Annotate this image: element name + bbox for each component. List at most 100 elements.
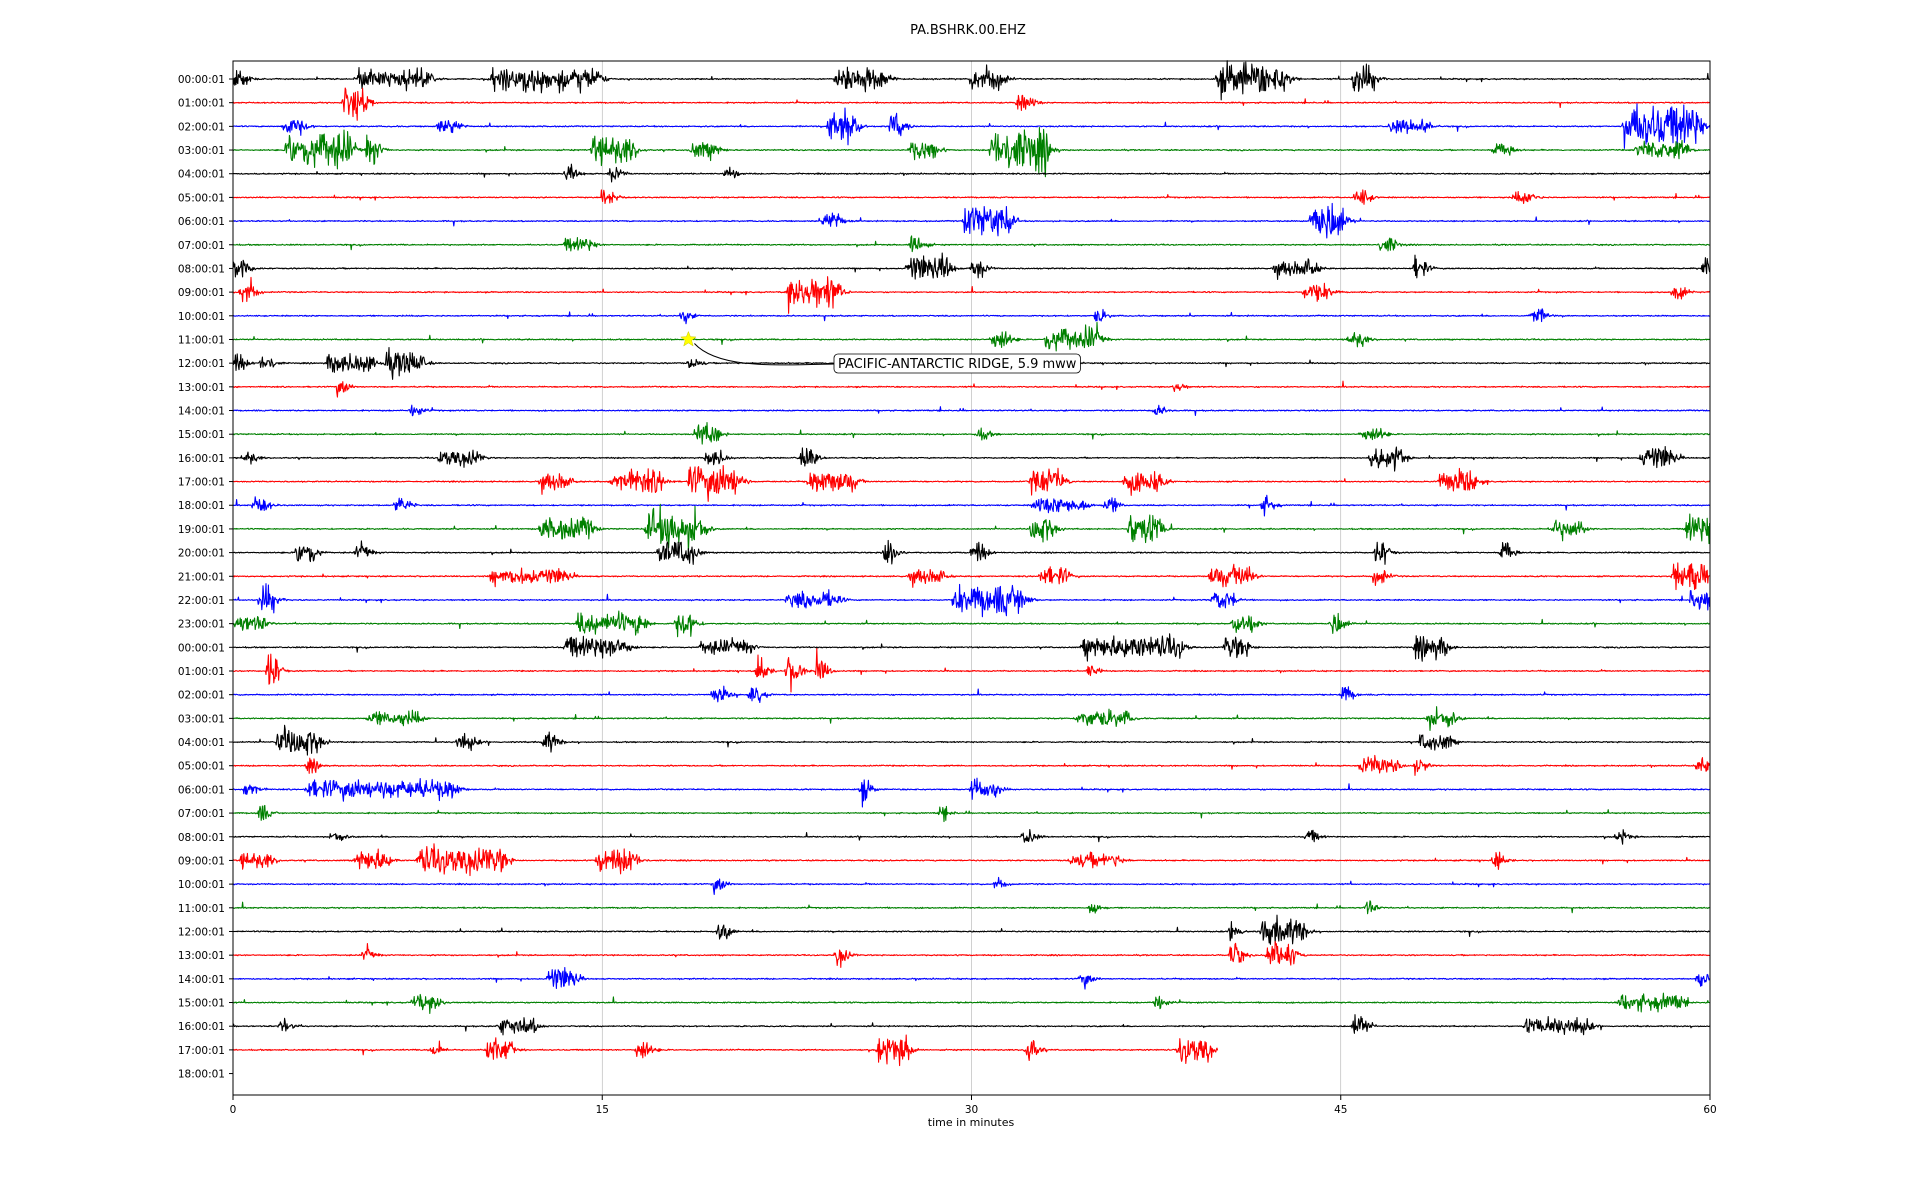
chart-title: PA.BSHRK.00.EHZ [910, 23, 1026, 38]
trace-line [232, 900, 1710, 915]
x-tick-label: 30 [965, 1104, 978, 1116]
row-time-label: 22:00:01 [178, 595, 225, 607]
x-axis-label: time in minutes [928, 1116, 1015, 1129]
trace-line [232, 539, 1710, 565]
trace-line [232, 1034, 1219, 1067]
row-time-label: 02:00:01 [178, 121, 225, 133]
row-time-label: 02:00:01 [178, 690, 225, 702]
row-time-label: 00:00:01 [178, 642, 225, 654]
row-time-label: 03:00:01 [178, 713, 225, 725]
trace-line [232, 562, 1710, 591]
row-time-label: 01:00:01 [178, 98, 225, 110]
trace-line [233, 380, 1710, 398]
trace-line [232, 777, 1710, 808]
row-time-label: 20:00:01 [178, 548, 225, 560]
event-star-icon [680, 330, 697, 347]
row-time-label: 12:00:01 [178, 358, 225, 370]
row-time-label: 15:00:01 [178, 429, 225, 441]
trace-group [232, 60, 1711, 1067]
row-time-label: 16:00:01 [178, 453, 225, 465]
trace-line [232, 804, 1711, 823]
trace-line [232, 404, 1710, 417]
trace-line [232, 754, 1711, 776]
row-time-label: 04:00:01 [178, 737, 225, 749]
row-time-labels: 00:00:01 01:00:01 02:00:01 03:00:01 04:00:01… [178, 74, 233, 1081]
trace-line [232, 992, 1710, 1015]
trace-line [233, 202, 1710, 239]
row-time-label: 23:00:01 [178, 619, 225, 631]
trace-line [232, 583, 1711, 618]
row-time-label: 03:00:01 [178, 145, 225, 157]
row-time-label: 09:00:01 [178, 287, 225, 299]
row-time-label: 15:00:01 [178, 998, 225, 1010]
row-time-label: 14:00:01 [178, 974, 225, 986]
x-tick-label: 60 [1703, 1104, 1716, 1116]
trace-line [232, 828, 1710, 845]
row-time-label: 13:00:01 [178, 950, 225, 962]
row-time-label: 08:00:01 [178, 263, 225, 275]
trace-line [232, 706, 1711, 731]
row-time-label: 10:00:01 [178, 311, 225, 323]
trace-line [232, 1014, 1710, 1036]
trace-line [232, 914, 1710, 945]
event-annotation: PACIFIC-ANTARCTIC RIDGE, 5.9 mww [680, 330, 1081, 374]
trace-line [232, 724, 1710, 756]
row-time-label: 18:00:01 [178, 1069, 225, 1081]
row-time-label: 04:00:01 [178, 169, 225, 181]
row-time-label: 06:00:01 [178, 216, 225, 228]
trace-line [232, 422, 1710, 445]
row-time-label: 13:00:01 [178, 382, 225, 394]
row-time-label: 07:00:01 [178, 808, 225, 820]
row-time-label: 10:00:01 [178, 879, 225, 891]
row-time-label: 17:00:01 [178, 1045, 225, 1057]
trace-line [232, 633, 1710, 662]
trace-line [232, 276, 1711, 314]
row-time-label: 11:00:01 [178, 903, 225, 915]
trace-line [232, 464, 1711, 502]
row-time-label: 00:00:01 [178, 74, 225, 86]
x-tick-label: 15 [596, 1104, 609, 1116]
row-time-label: 06:00:01 [178, 784, 225, 796]
trace-line [232, 940, 1710, 968]
trace-line [233, 685, 1710, 704]
trace-line [232, 610, 1710, 638]
trace-line [232, 308, 1710, 325]
x-axis-ticks: 0 15 30 45 60 [230, 1095, 1717, 1116]
trace-line [232, 60, 1710, 101]
row-time-label: 01:00:01 [178, 666, 225, 678]
trace-line [232, 189, 1710, 205]
row-time-label: 09:00:01 [178, 855, 225, 867]
grid-lines [601, 61, 1342, 1095]
row-time-label: 11:00:01 [178, 334, 225, 346]
row-time-label: 17:00:01 [178, 477, 225, 489]
row-time-label: 05:00:01 [178, 761, 225, 773]
row-time-label: 14:00:01 [178, 406, 225, 418]
trace-line [232, 103, 1711, 149]
trace-line [232, 127, 1711, 178]
trace-line [232, 494, 1710, 517]
x-tick-label: 45 [1334, 1104, 1347, 1116]
x-tick-label: 0 [230, 1104, 237, 1116]
trace-line [232, 163, 1711, 183]
trace-line [232, 87, 1710, 121]
annotation-box [833, 353, 1081, 374]
row-time-label: 21:00:01 [178, 571, 225, 583]
trace-line [232, 321, 1710, 352]
trace-line [232, 445, 1710, 472]
trace-line [232, 876, 1710, 895]
row-time-label: 19:00:01 [178, 524, 225, 536]
trace-line [232, 843, 1710, 877]
row-time-label: 08:00:01 [178, 832, 225, 844]
row-time-label: 12:00:01 [178, 926, 225, 938]
row-time-label: 18:00:01 [178, 500, 225, 512]
row-time-label: 07:00:01 [178, 240, 225, 252]
trace-line [232, 252, 1711, 281]
annotation-text: PACIFIC-ANTARCTIC RIDGE, 5.9 mww [838, 357, 1077, 372]
trace-line [232, 647, 1710, 693]
row-time-label: 05:00:01 [178, 192, 225, 204]
annotation-arrow [694, 343, 835, 366]
trace-line [232, 503, 1711, 553]
row-time-label: 16:00:01 [178, 1021, 225, 1033]
trace-line [232, 235, 1710, 253]
